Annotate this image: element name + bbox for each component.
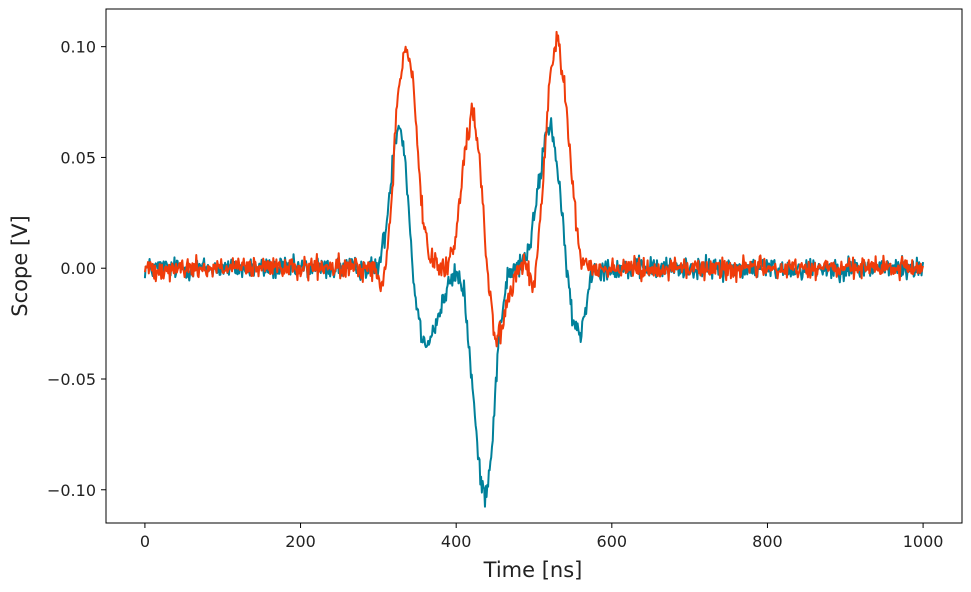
y-tick-label: −0.10: [47, 481, 96, 500]
y-tick-label: −0.05: [47, 370, 96, 389]
x-axis-label: Time [ns]: [483, 558, 583, 582]
y-tick-label: 0.05: [60, 148, 96, 167]
x-tick-label: 0: [140, 532, 150, 551]
y-axis-ticks: −0.10 −0.05 0.00 0.05 0.10: [47, 38, 106, 500]
x-tick-label: 600: [597, 532, 628, 551]
y-tick-label: 0.10: [60, 38, 96, 57]
x-tick-label: 800: [752, 532, 783, 551]
series-line-2: [143, 30, 925, 348]
x-tick-label: 1000: [903, 532, 944, 551]
y-tick-label: 0.00: [60, 259, 96, 278]
x-axis-ticks: 0 200 400 600 800 1000: [140, 523, 944, 551]
series-layer: [143, 30, 925, 508]
x-tick-label: 200: [285, 532, 316, 551]
y-axis-label: Scope [V]: [8, 215, 32, 316]
x-tick-label: 400: [441, 532, 472, 551]
